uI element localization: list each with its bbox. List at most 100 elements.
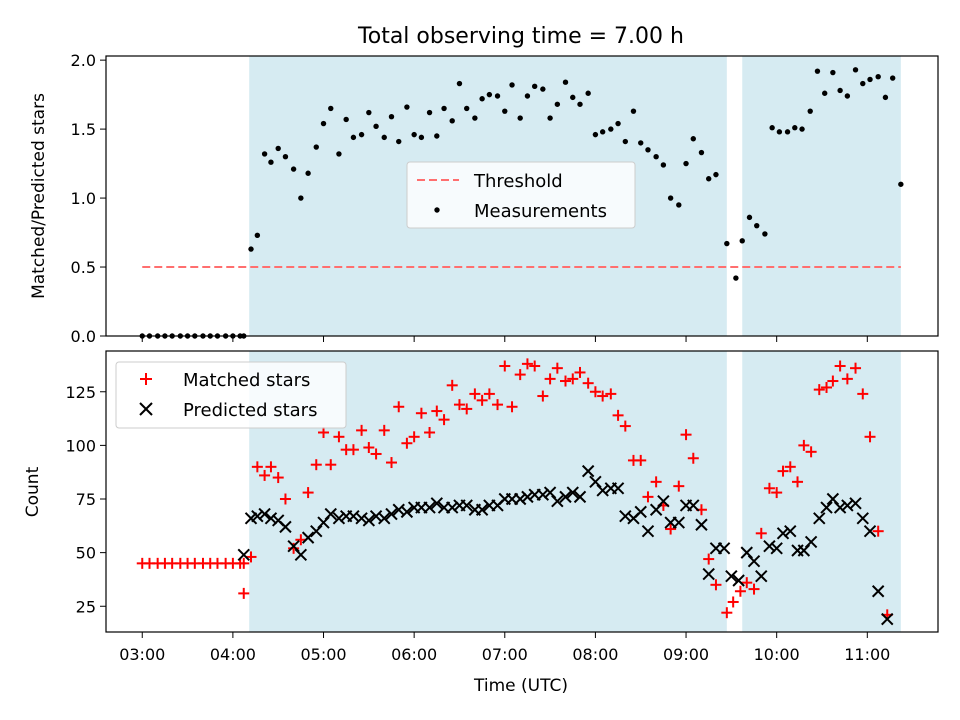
matched-point <box>492 399 504 411</box>
predicted-point <box>536 488 550 501</box>
ratio-y-axis-label: Matched/Predicted stars <box>29 93 49 299</box>
measurement-point <box>268 159 274 165</box>
matched-point <box>318 427 330 439</box>
predicted-point <box>849 497 862 510</box>
measurement-point <box>754 222 760 229</box>
measurement-point <box>653 153 659 160</box>
measurement-point <box>343 116 349 123</box>
y-tick-label: 2.0 <box>71 51 96 70</box>
measurement-point <box>667 195 674 201</box>
measurement-point <box>404 104 410 110</box>
predicted-point <box>813 512 826 525</box>
matched-point <box>727 596 739 608</box>
matched-point <box>272 472 284 484</box>
measurement-point <box>660 162 667 168</box>
matched-point <box>703 553 715 565</box>
measurement-point <box>373 123 379 130</box>
matched-point <box>827 375 839 387</box>
predicted-point <box>513 492 527 506</box>
matched-point <box>356 424 368 436</box>
measurement-point <box>479 96 485 102</box>
matched-point <box>279 493 291 505</box>
predicted-point <box>362 514 376 527</box>
matched-point <box>763 482 775 494</box>
matched-point <box>687 452 699 464</box>
measurement-point <box>592 131 599 138</box>
measurement-point <box>724 240 730 247</box>
matched-point <box>872 525 884 537</box>
predicted-point <box>776 527 790 540</box>
measurement-point <box>577 101 583 107</box>
measurement-point <box>762 231 768 237</box>
measurement-point <box>746 214 753 221</box>
legend-measurements-label: Measurements <box>474 201 607 222</box>
measurement-point <box>350 134 357 141</box>
measurement-point <box>739 238 745 244</box>
predicted-point <box>657 494 670 508</box>
legend-measurements-swatch <box>434 207 440 213</box>
measurement-point <box>524 93 531 99</box>
predicted-point <box>611 482 625 495</box>
measurement-point <box>502 108 508 114</box>
matched-point <box>251 461 263 473</box>
measurement-point <box>585 90 591 96</box>
predicted-point <box>672 516 686 529</box>
matched-point <box>238 557 250 569</box>
predicted-point <box>446 501 459 514</box>
predicted-point <box>237 548 250 561</box>
x-axis-label: Time (UTC) <box>473 676 568 696</box>
ratio-legend: Threshold Measurements <box>406 161 636 229</box>
matched-point <box>483 388 495 400</box>
matched-point <box>529 360 541 372</box>
measurement-point <box>898 181 904 187</box>
count-legend: Matched stars Predicted stars <box>115 361 347 429</box>
predicted-point <box>725 570 738 583</box>
matched-point <box>521 358 533 370</box>
matched-point <box>612 409 624 421</box>
predicted-point <box>551 494 564 508</box>
measurement-point <box>799 126 805 132</box>
matched-point <box>741 577 753 589</box>
matched-point <box>537 390 549 402</box>
measurement-point <box>531 83 538 90</box>
matched-point <box>333 431 345 443</box>
x-tick-label: 11:00 <box>844 645 890 664</box>
predicted-point <box>475 503 489 516</box>
predicted-point <box>634 505 647 519</box>
predicted-point <box>641 524 655 538</box>
measurement-point <box>472 115 478 121</box>
count-axes-frame <box>105 350 939 633</box>
predicted-point <box>301 531 315 544</box>
predicted-point <box>717 542 731 555</box>
ratio-panel: 0.00.51.01.52.0 Matched/Predicted stars … <box>29 51 939 346</box>
matched-point <box>850 362 862 374</box>
measurement-points <box>139 67 904 339</box>
measurement-point <box>814 68 821 74</box>
count-y-axis-label: Count <box>23 466 43 517</box>
count-points <box>136 358 894 626</box>
matched-point <box>514 369 526 381</box>
measurement-point <box>305 170 311 176</box>
predicted-point <box>460 499 473 512</box>
matched-point <box>259 469 271 481</box>
measurement-point <box>733 275 739 281</box>
y-tick-label: 0.0 <box>71 327 96 346</box>
matched-point <box>551 362 563 374</box>
predicted-point <box>820 501 833 514</box>
matched-point <box>245 551 257 563</box>
measurement-point <box>645 147 651 153</box>
predicted-point <box>378 512 391 525</box>
measurement-point <box>599 129 606 135</box>
legend-predicted-swatch <box>139 402 153 416</box>
matched-point <box>499 360 511 372</box>
matched-point <box>310 459 322 471</box>
x-tick-label: 03:00 <box>119 645 165 664</box>
matched-point <box>680 429 692 441</box>
matched-point <box>755 527 767 539</box>
matched-point <box>461 403 473 415</box>
matched-point <box>424 427 436 439</box>
predicted-point <box>856 512 869 525</box>
matched-point <box>560 375 572 387</box>
measurement-point <box>867 76 873 83</box>
measurement-point <box>562 79 569 85</box>
